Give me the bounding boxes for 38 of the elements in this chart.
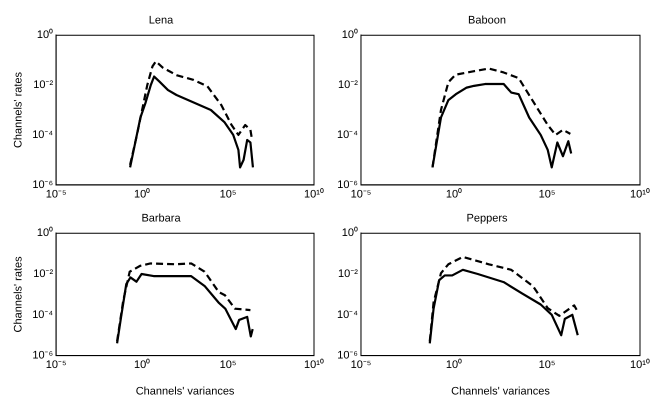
x-axis-title: Channels' variances (451, 385, 550, 398)
x-tick-label: 10⁰ (446, 358, 462, 372)
x-tick-label: 10⁵ (538, 359, 556, 372)
chart-title: Peppers (466, 212, 508, 225)
x-tick-label: 10⁻⁵ (350, 359, 372, 372)
y-tick-label: 10⁰ (342, 226, 358, 240)
y-tick-label: 10⁻⁴ (336, 128, 358, 141)
y-tick-label: 10⁰ (36, 28, 54, 42)
x-tick-label: 10¹⁰ (304, 358, 324, 372)
y-tick-label: 10⁻⁶ (32, 178, 54, 191)
y-tick-label: 10⁰ (36, 226, 54, 240)
x-tick-label: 10⁵ (220, 359, 236, 372)
y-tick-label: 10⁻² (33, 268, 54, 280)
x-tick-label: 10⁵ (220, 188, 236, 200)
y-tick-label: 10⁻² (33, 79, 54, 92)
chart-title: Baboon (468, 14, 506, 27)
x-tick-label: 10¹⁰ (630, 187, 650, 200)
chart-title: Lena (148, 14, 174, 27)
y-tick-label: 10⁻² (338, 268, 358, 280)
y-tick-label: 10⁻⁶ (337, 178, 358, 191)
y-axis-title: Channels' rates (12, 256, 25, 332)
x-axis-title: Channels' variances (136, 385, 235, 398)
y-axis-title: Channels' rates (12, 71, 25, 148)
x-tick-label: 10⁰ (134, 187, 150, 200)
x-tick-label: 10⁻⁵ (46, 188, 67, 200)
x-tick-label: 10¹⁰ (304, 187, 324, 200)
chart-title: Barbara (141, 212, 182, 225)
x-tick-label: 10¹⁰ (630, 358, 650, 372)
x-tick-label: 10⁵ (538, 188, 556, 200)
x-tick-label: 10⁰ (134, 358, 150, 372)
x-tick-label: 10⁻⁵ (46, 359, 67, 372)
y-tick-label: 10⁻⁴ (336, 308, 358, 321)
y-tick-label: 10⁰ (342, 28, 358, 42)
y-tick-label: 10⁻⁴ (32, 128, 54, 141)
y-tick-label: 10⁻² (338, 79, 358, 92)
x-tick-label: 10⁰ (446, 187, 462, 200)
y-tick-label: 10⁻⁴ (32, 308, 54, 321)
x-tick-label: 10⁻⁵ (350, 188, 372, 200)
